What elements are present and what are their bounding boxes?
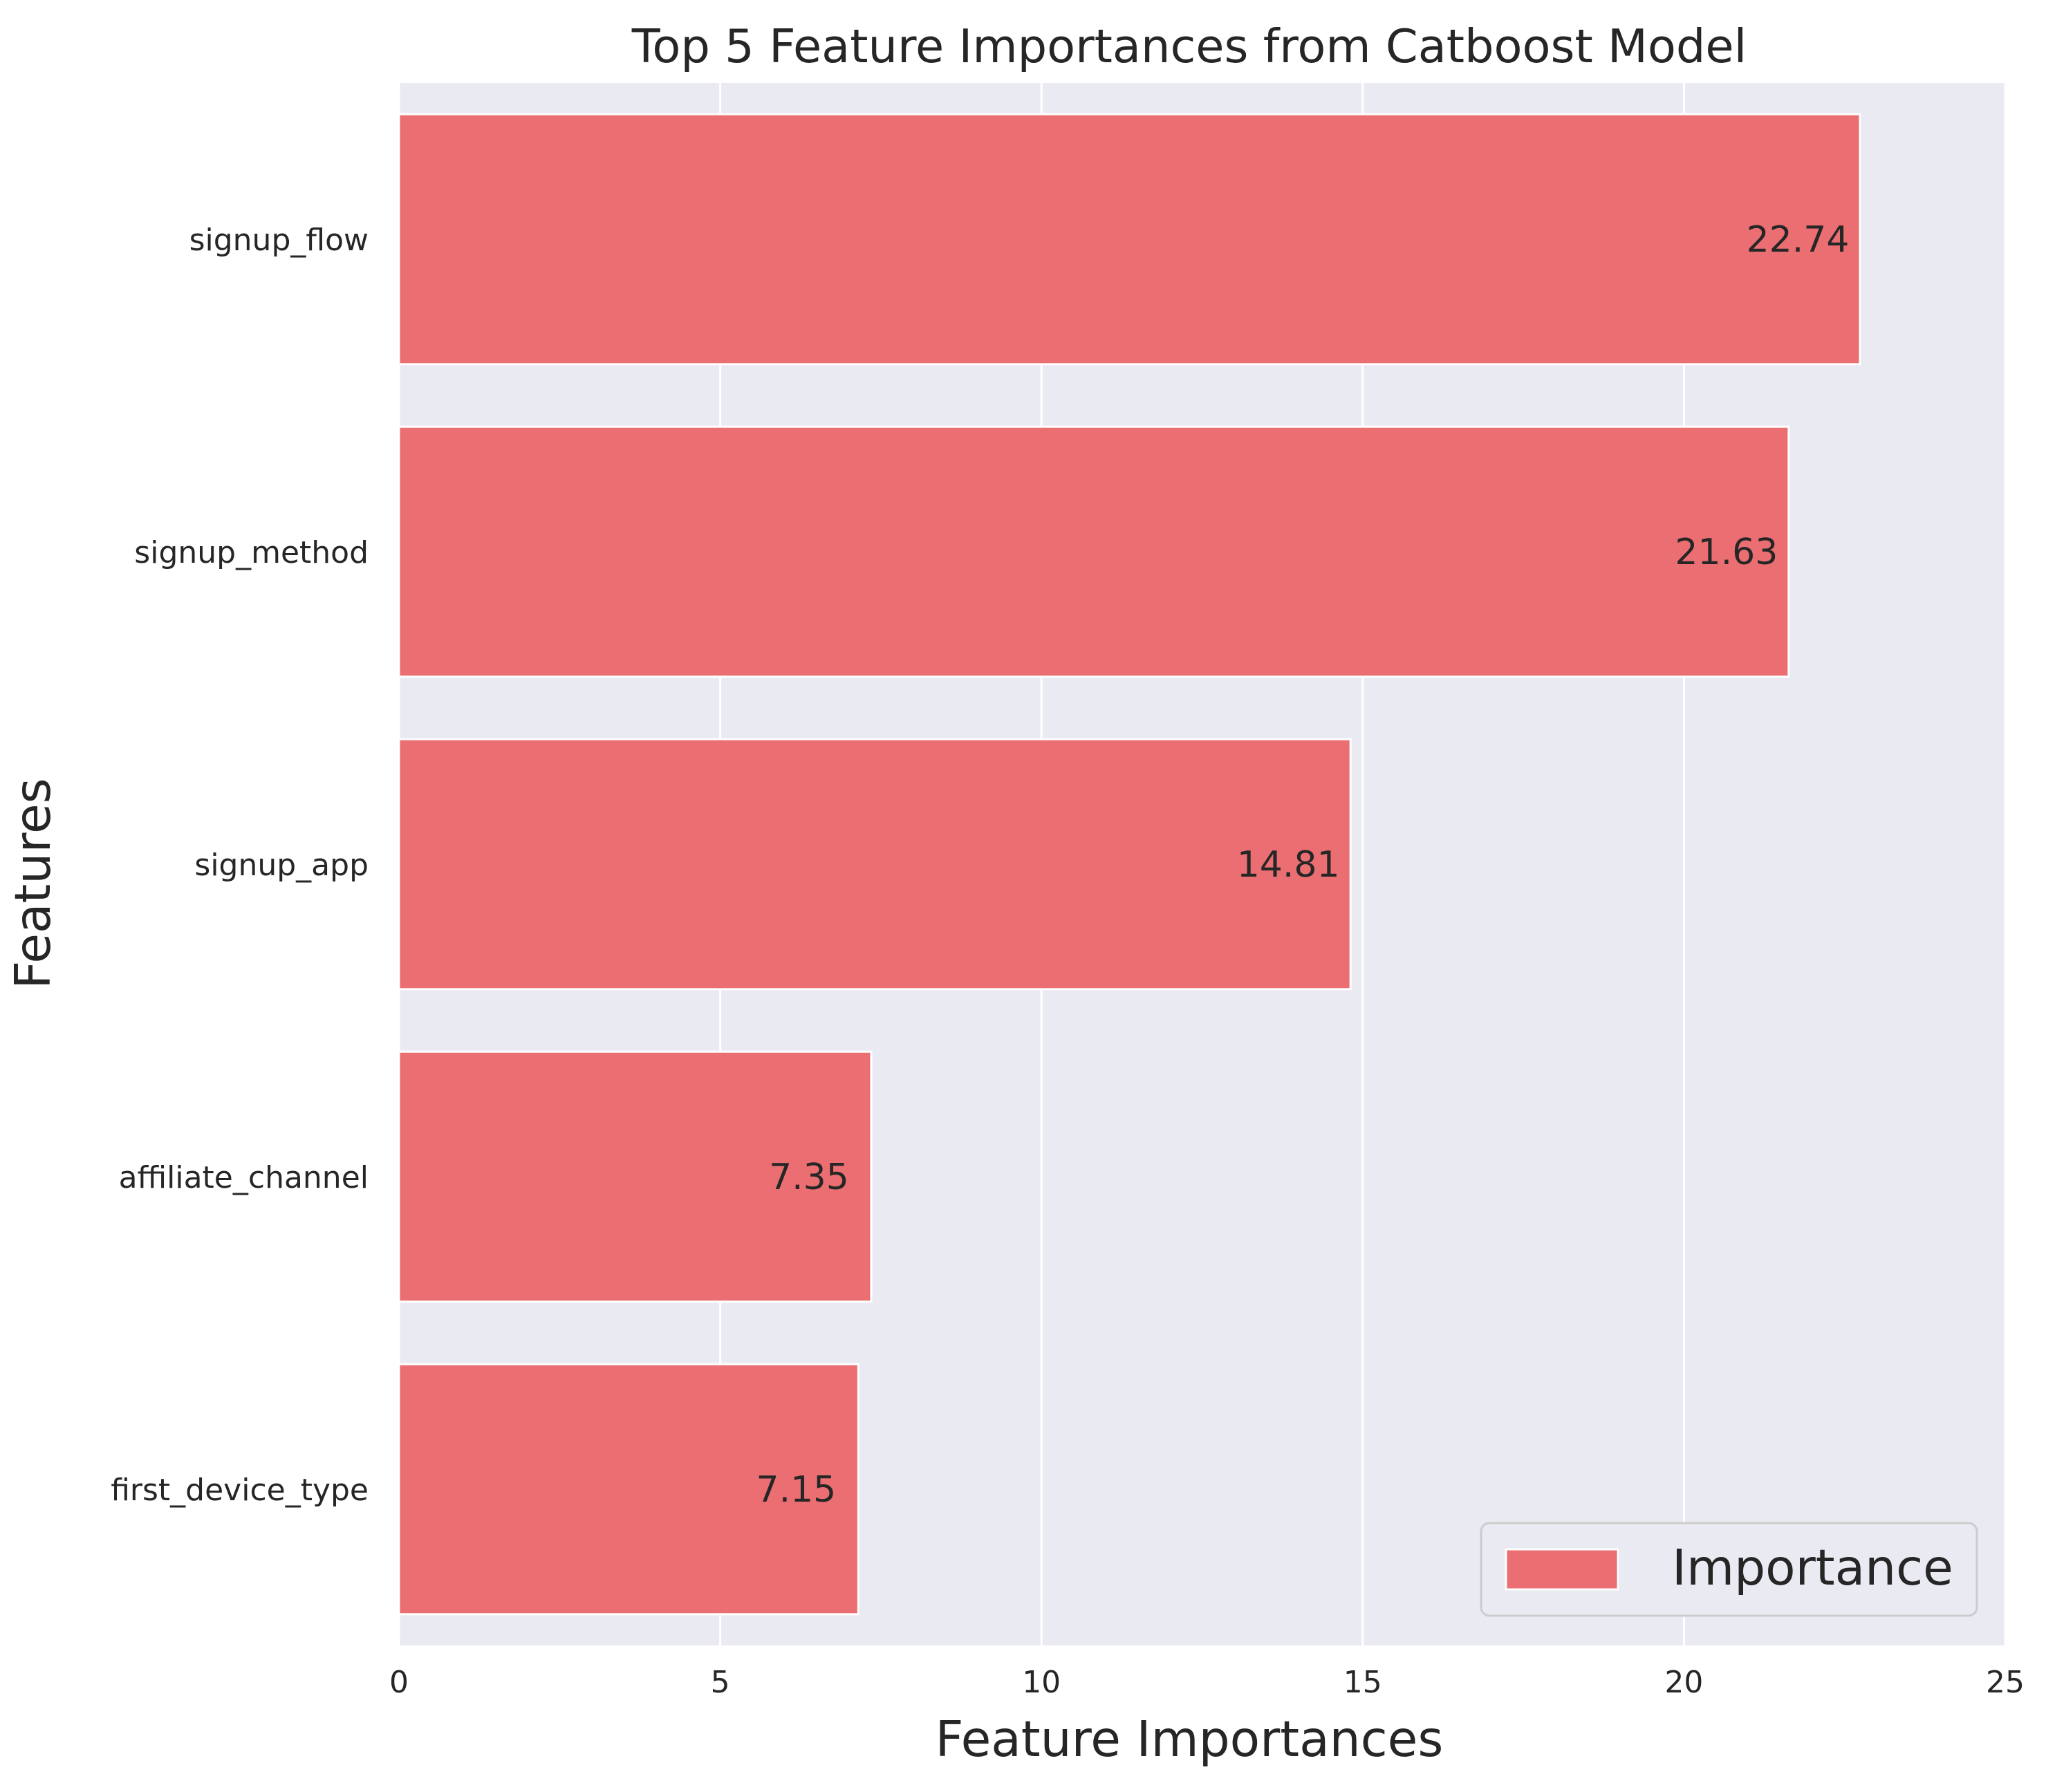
bar-signup-flow	[398, 113, 1861, 366]
bar-first-device-type	[398, 1363, 859, 1616]
legend-label: Importance	[1672, 1539, 1953, 1596]
bar-signup-method	[398, 425, 1790, 678]
value-labels: 22.74 21.63 14.81 7.35 7.15	[756, 219, 1849, 1511]
x-axis-title: Feature Importances	[936, 1710, 1444, 1768]
y-axis-title: Features	[4, 778, 62, 989]
x-tick-label: 25	[1986, 1665, 2025, 1700]
y-tick-label: affiliate_channel	[119, 1160, 369, 1195]
x-tick-labels: 0 5 10 15 20 25	[389, 1665, 2025, 1700]
x-tick-label: 5	[711, 1665, 730, 1700]
legend: Importance	[1480, 1522, 1978, 1617]
value-label: 14.81	[1237, 844, 1340, 886]
x-tick-label: 10	[1022, 1665, 1061, 1700]
y-tick-label: signup_method	[134, 535, 369, 570]
value-label: 22.74	[1747, 219, 1850, 261]
legend-swatch	[1505, 1548, 1619, 1591]
y-tick-label: first_device_type	[111, 1473, 369, 1508]
y-tick-label: signup_flow	[189, 223, 369, 258]
value-label: 21.63	[1675, 532, 1778, 573]
bars	[398, 113, 1861, 1616]
y-tick-label: signup_app	[194, 848, 369, 883]
bar-affiliate-channel	[398, 1050, 873, 1303]
y-tick-labels: signup_flow signup_method signup_appaffili…	[111, 223, 369, 1508]
x-tick-label: 15	[1343, 1665, 1382, 1700]
value-label: 7.15	[756, 1469, 836, 1511]
legend-box	[1480, 1522, 1978, 1617]
bar-signup-app	[398, 738, 1352, 991]
chart-title: Top 5 Feature Importances from Catboost …	[631, 19, 1747, 73]
value-label: 7.35	[769, 1157, 849, 1198]
x-tick-label: 20	[1664, 1665, 1703, 1700]
x-tick-label: 0	[389, 1665, 409, 1700]
